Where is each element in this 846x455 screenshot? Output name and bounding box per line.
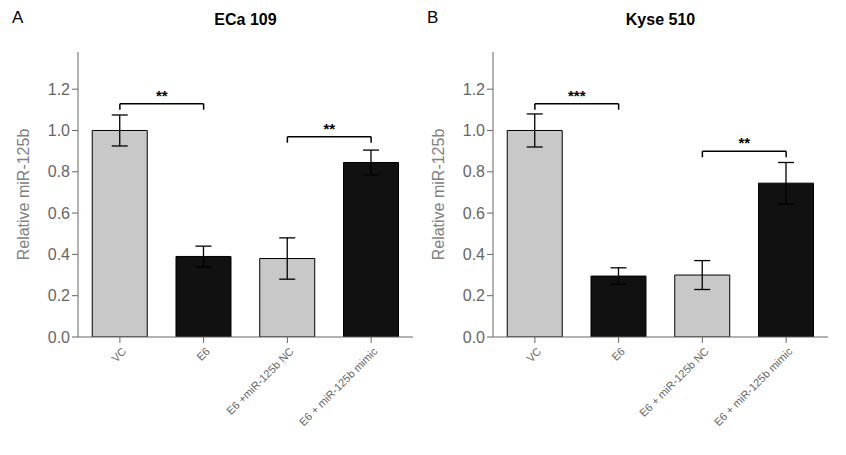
svg-text:1.0: 1.0 — [48, 122, 70, 139]
svg-text:1.2: 1.2 — [463, 81, 485, 98]
svg-text:E6 +miR-125b NC: E6 +miR-125b NC — [224, 345, 296, 417]
html-text:Kyse 510: Kyse 510 — [625, 11, 696, 28]
svg-text:0.2: 0.2 — [48, 287, 70, 304]
svg-text:0.2: 0.2 — [463, 287, 485, 304]
svg-text:0.8: 0.8 — [48, 163, 70, 180]
svg-text:E6 + miR-125b mimic: E6 + miR-125b mimic — [297, 345, 380, 428]
svg-text:0.4: 0.4 — [48, 246, 70, 263]
svg-text:Relative miR-125b: Relative miR-125b — [430, 129, 447, 261]
html-text:ECa 109: ECa 109 — [214, 11, 277, 28]
svg-text:**: ** — [738, 134, 750, 151]
svg-text:0.8: 0.8 — [463, 163, 485, 180]
svg-text:0.0: 0.0 — [463, 329, 485, 346]
svg-text:***: *** — [568, 87, 586, 104]
svg-text:E6 + miR-125b mimic: E6 + miR-125b mimic — [712, 345, 795, 428]
svg-text:0.6: 0.6 — [463, 205, 485, 222]
svg-text:1.2: 1.2 — [48, 81, 70, 98]
svg-text:Relative miR-125b: Relative miR-125b — [15, 129, 32, 261]
svg-text:E6: E6 — [194, 345, 212, 363]
svg-text:**: ** — [323, 120, 335, 137]
svg-text:VC: VC — [109, 345, 128, 364]
svg-text:**: ** — [156, 87, 168, 104]
svg-text:0.4: 0.4 — [463, 246, 485, 263]
svg-text:1.0: 1.0 — [463, 122, 485, 139]
svg-text:0.0: 0.0 — [48, 329, 70, 346]
svg-text:E6 + miR-125b NC: E6 + miR-125b NC — [637, 345, 711, 419]
svg-text:0.6: 0.6 — [48, 205, 70, 222]
svg-text:VC: VC — [524, 345, 543, 364]
svg-text:E6: E6 — [609, 345, 627, 363]
html-text:B: B — [427, 8, 439, 27]
html-text:A: A — [12, 8, 24, 27]
